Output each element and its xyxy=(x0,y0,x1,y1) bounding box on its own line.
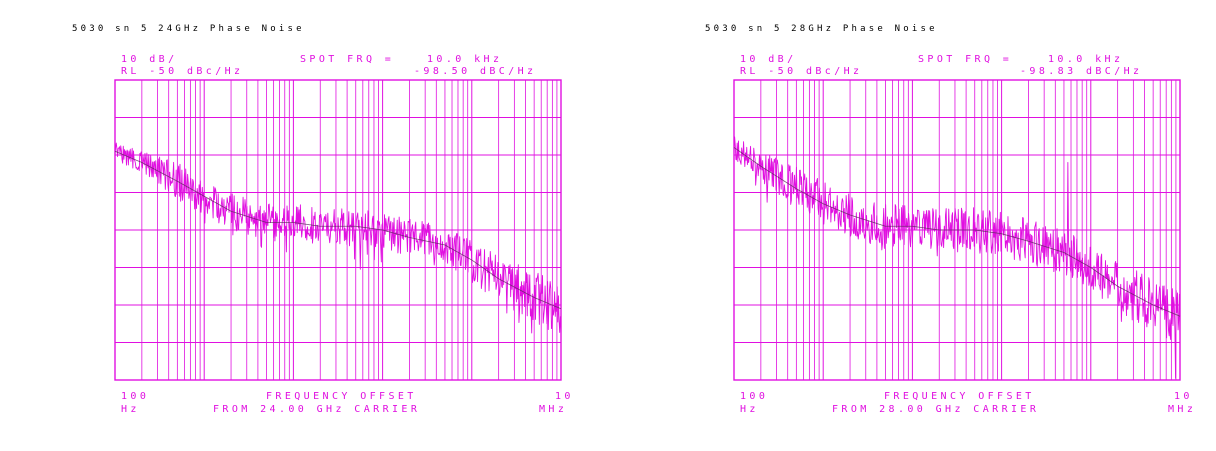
x-end-unit: MHz xyxy=(1168,404,1197,415)
x-axis-label: FREQUENCY OFFSET xyxy=(884,391,1035,402)
x-axis-label: FREQUENCY OFFSET xyxy=(266,391,417,402)
spot-frequency-value: 10.0 kHz xyxy=(427,54,503,65)
spot-frequency-label: SPOT FRQ = xyxy=(300,54,395,65)
smoothed-trace xyxy=(733,147,1181,317)
spot-noise-reading: -98.83 dBC/Hz xyxy=(1020,66,1143,77)
x-start-unit: Hz xyxy=(121,404,140,415)
phase-noise-trace xyxy=(114,142,562,334)
reference-level-label: RL -50 dBc/Hz xyxy=(740,66,863,77)
reference-level-label: RL -50 dBc/Hz xyxy=(121,66,244,77)
scale-label: 10 dB/ xyxy=(121,54,178,65)
phase-noise-plot xyxy=(733,79,1181,381)
spot-frequency-label: SPOT FRQ = xyxy=(918,54,1013,65)
carrier-label: FROM 24.00 GHz CARRIER xyxy=(213,404,421,415)
x-start-label: 100 xyxy=(121,391,150,402)
phase-noise-trace xyxy=(733,136,1181,379)
x-end-unit: MHz xyxy=(539,404,568,415)
phase-noise-panel-24ghz: 5030 sn 5 24GHz Phase Noise 10 dB/ SPOT … xyxy=(72,24,574,415)
plot-title: 5030 sn 5 24GHz Phase Noise xyxy=(72,24,305,34)
x-end-label: 10 xyxy=(1174,391,1193,402)
spot-frequency-value: 10.0 kHz xyxy=(1048,54,1124,65)
x-end-label: 10 xyxy=(555,391,574,402)
phase-noise-panel-28ghz: 5030 sn 5 28GHz Phase Noise 10 dB/ SPOT … xyxy=(618,0,1216,451)
plot-title: 5030 sn 5 28GHz Phase Noise xyxy=(705,24,938,34)
carrier-label: FROM 28.00 GHz CARRIER xyxy=(832,404,1040,415)
plot-border xyxy=(733,79,1181,381)
phase-noise-plot xyxy=(114,79,562,381)
plot-border xyxy=(114,79,562,381)
x-start-label: 100 xyxy=(740,391,769,402)
smoothed-trace xyxy=(114,150,562,310)
scale-label: 10 dB/ xyxy=(740,54,797,65)
x-start-unit: Hz xyxy=(740,404,759,415)
spot-noise-reading: -98.50 dBC/Hz xyxy=(414,66,537,77)
